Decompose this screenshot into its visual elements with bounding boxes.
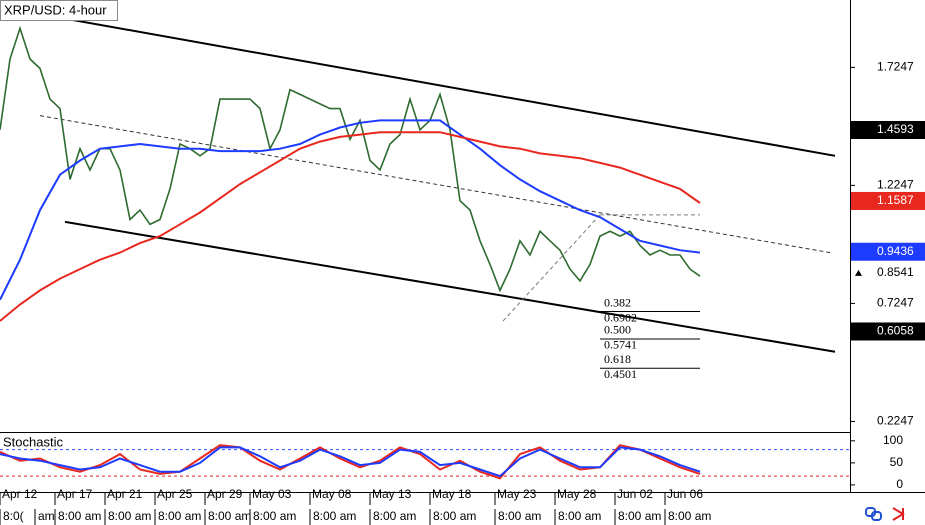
price-label: 1.1587 [877,193,914,207]
trend-line [39,115,831,254]
price-label: 0.6058 [877,324,914,338]
time-tick-label: 8:00 am [668,509,711,523]
time-tick-label: 8:00 am [108,509,151,523]
x-tick-label: Apr 17 [57,487,93,501]
trend-line [502,214,601,322]
time-tick-label: 8:00 am [498,509,541,523]
trend-line [39,13,836,157]
arrow-icon[interactable] [892,507,905,521]
y-tick-label: 0 [896,477,903,491]
price-label-box [851,322,925,341]
price-label: 0.8541 [877,265,914,279]
trend-line [64,220,836,353]
time-tick-label: 8:00 am [58,509,101,523]
time-tick-label: 8:00 am [558,509,601,523]
x-tick-label: Apr 12 [2,487,38,501]
indicator-title: Stochastic [3,434,63,449]
time-tick-label: am [38,509,55,523]
series-line [0,119,701,301]
price-label-box [851,191,925,210]
series-line [0,444,701,480]
price-label-box [851,263,925,282]
x-tick-label: Apr 29 [207,487,243,501]
x-tick-label: May 13 [372,487,412,501]
time-tick-label: 8:00 am [158,509,201,523]
x-tick-label: May 18 [432,487,472,501]
y-tick-label: 100 [883,433,903,447]
link-icon-part [871,511,882,521]
time-tick-label: 8:00 am [208,509,251,523]
y-tick-label: 0.7247 [877,296,914,310]
x-tick-label: Jun 06 [667,487,703,501]
price-label: 0.9436 [877,244,914,258]
price-label: 1.4593 [877,122,914,136]
x-tick-label: Jun 02 [617,487,653,501]
series-line [0,25,701,293]
fib-price-label: 0.5741 [604,338,637,352]
price-label-box [851,121,925,140]
fib-price-label: 0.6902 [604,310,637,324]
series-line [0,446,701,478]
time-tick-label: 8:00 am [313,509,356,523]
time-tick-label: 8:00 am [373,509,416,523]
x-tick-label: Apr 25 [157,487,193,501]
x-tick-label: May 08 [312,487,352,501]
plot-area: 1.7247 1.2247 0.7247 0.2247 0.3820.69020.500… [0,13,914,491]
time-tick-label: 8:00 am [253,509,296,523]
x-tick-label: May 03 [252,487,292,501]
y-tick-label: 1.2247 [877,178,914,192]
fib-price-label: 0.4501 [604,367,637,381]
y-tick-label: 1.7247 [877,60,914,74]
time-tick-label: 8:0( [3,509,24,523]
time-tick-label: 8:00 am [618,509,661,523]
chart-title: XRP/USD: 4-hour [4,2,107,17]
series-line [0,131,701,322]
title-box [0,0,118,21]
toolbar-icons[interactable] [865,507,905,521]
time-tick-label: 8:00 am [433,509,476,523]
x-tick-label: Apr 21 [107,487,143,501]
x-tick-label: May 28 [557,487,597,501]
price-label-box [851,242,925,261]
fib-ratio-label: 0.382 [604,295,631,309]
y-tick-label: 0.2247 [877,414,914,428]
fib-ratio-label: 0.500 [604,323,631,337]
fib-ratio-label: 0.618 [604,352,631,366]
last-price-marker [855,269,862,276]
y-tick-label: 50 [890,455,904,469]
x-tick-label: May 23 [497,487,537,501]
